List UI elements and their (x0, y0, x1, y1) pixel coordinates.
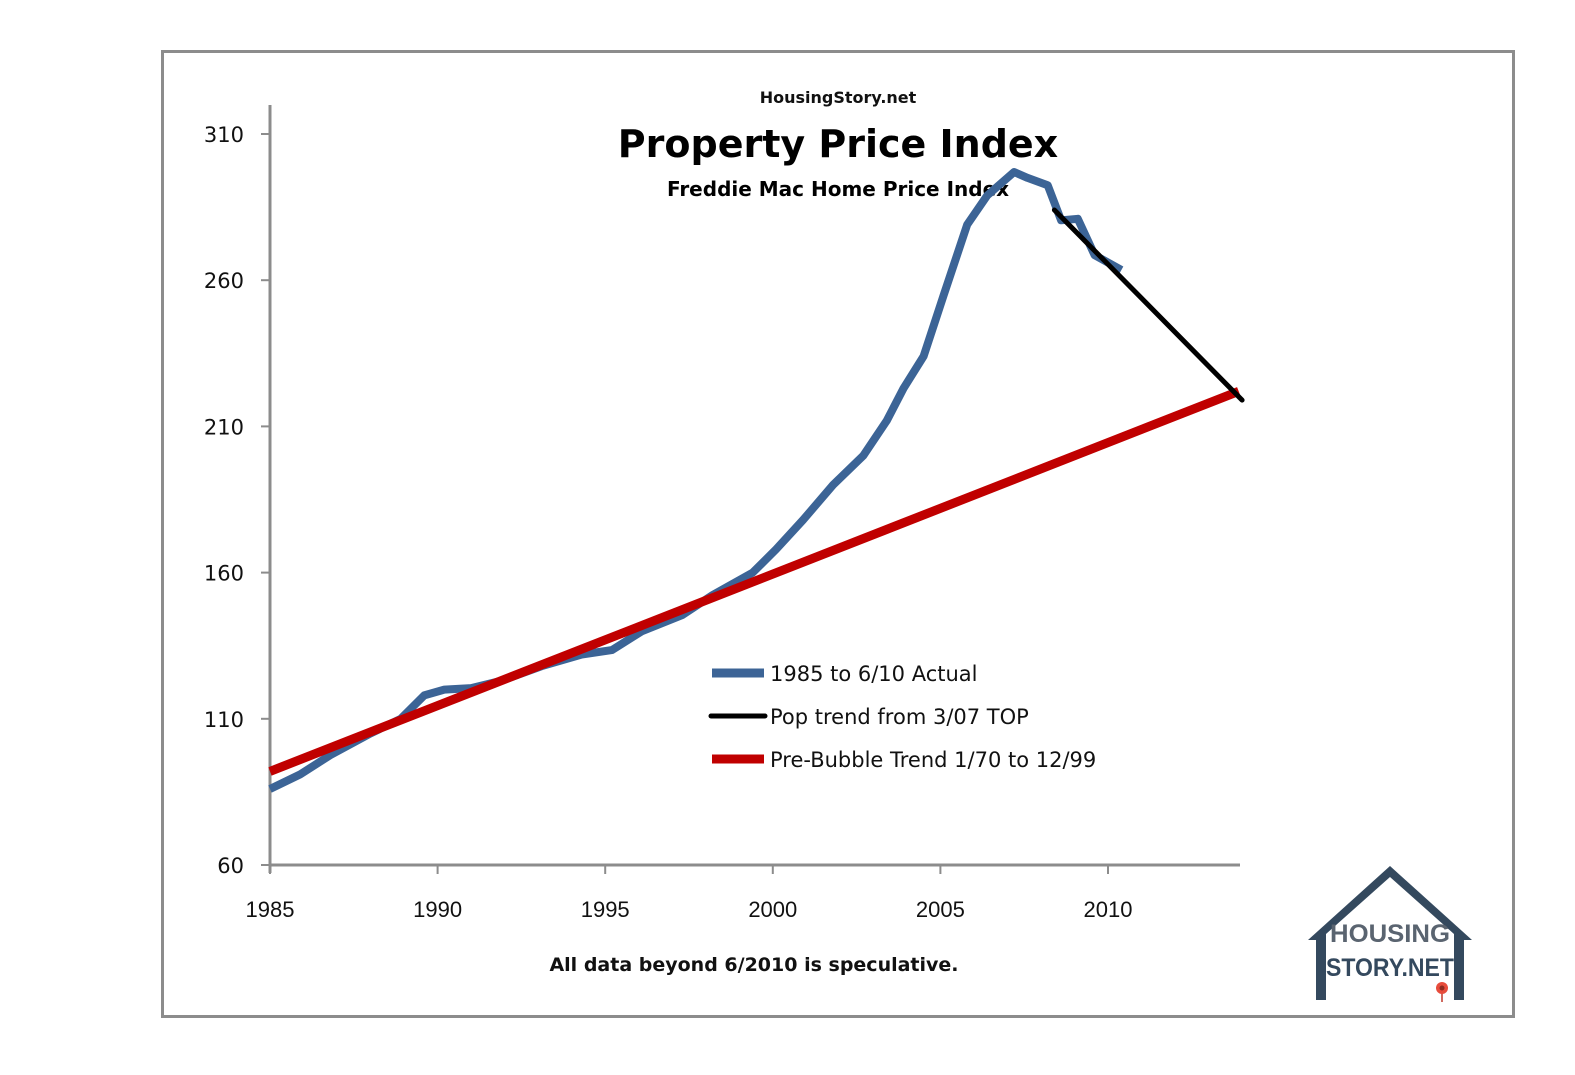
site-label: HousingStory.net (760, 88, 917, 107)
chart-frame (161, 50, 1515, 1018)
x-tick-label: 1995 (581, 897, 630, 922)
series-layer (268, 168, 1245, 793)
legend: 1985 to 6/10 Actual Pop trend from 3/07 … (708, 662, 1096, 772)
series-line-pop-trend (1051, 207, 1245, 403)
axes: 60 110 160 210 260 310 1985 1990 1995 2000 2005 201… (204, 105, 1240, 922)
house-icon (1308, 866, 1472, 1000)
logo-text-line1: HOUSING (1330, 920, 1450, 948)
chart-subtitle: Freddie Mac Home Price Index (667, 177, 1009, 201)
x-tick-label: 1985 (246, 897, 295, 922)
series-line-actual (268, 168, 1124, 793)
footnote: All data beyond 6/2010 is speculative. (549, 954, 958, 976)
logo-text-line2: STORY.NET (1326, 954, 1454, 982)
legend-item-actual: 1985 to 6/10 Actual (712, 662, 978, 686)
y-tick-label: 260 (204, 269, 244, 293)
legend-label-actual: 1985 to 6/10 Actual (770, 662, 978, 686)
y-tick-label: 60 (217, 854, 244, 878)
y-tick-label: 310 (204, 123, 244, 147)
y-tick-label: 160 (204, 562, 244, 586)
legend-item-pop-trend: Pop trend from 3/07 TOP (708, 705, 1029, 729)
legend-label-pop-trend: Pop trend from 3/07 TOP (770, 705, 1029, 729)
y-tick-label: 110 (204, 708, 244, 732)
x-tick-label: 2000 (748, 897, 797, 922)
legend-item-pre-bubble: Pre-Bubble Trend 1/70 to 12/99 (712, 748, 1096, 772)
x-tick-label: 2010 (1084, 897, 1133, 922)
legend-label-pre-bubble: Pre-Bubble Trend 1/70 to 12/99 (770, 748, 1096, 772)
chart-title: Property Price Index (618, 122, 1058, 166)
y-tick-label: 210 (204, 415, 244, 439)
x-tick-label: 2005 (916, 897, 965, 922)
housingstory-logo: HOUSING STORY.NET (1308, 866, 1472, 1002)
x-tick-label: 1990 (413, 897, 462, 922)
series-line-pre-bubble (268, 387, 1241, 776)
flower-icon (1436, 982, 1448, 1002)
